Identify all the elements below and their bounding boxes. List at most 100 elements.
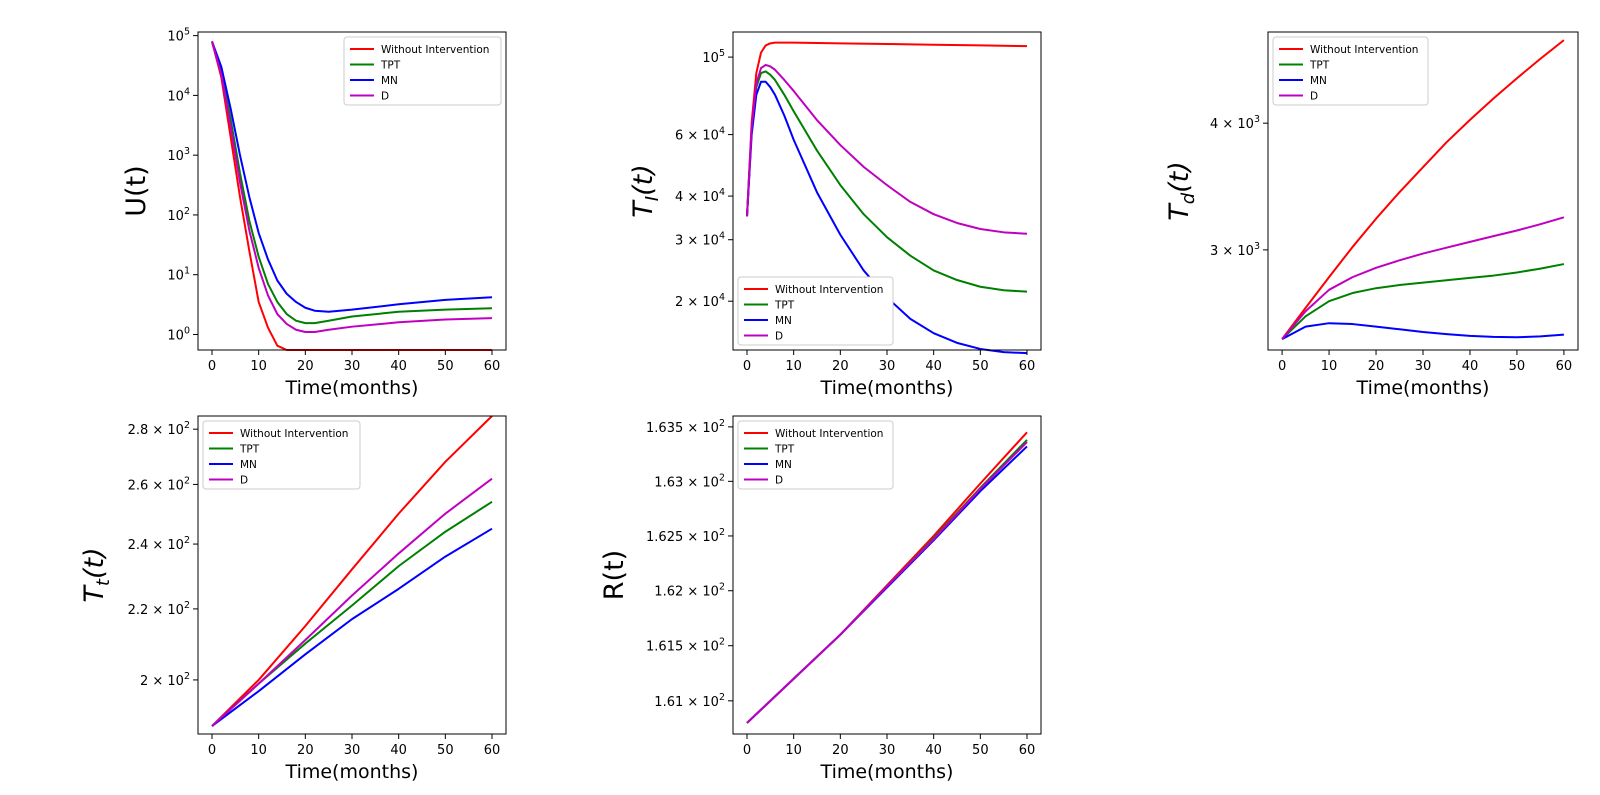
x-tick-label: 50 (437, 743, 454, 758)
legend: Without Intervention TPT MN D (202, 420, 361, 490)
y-tick-exponent: 2 (719, 472, 725, 483)
y-axis-label-main: R(t) (599, 550, 630, 600)
series-line-tpt (1281, 263, 1565, 340)
y-axis-label-tail: (t) (79, 547, 110, 579)
legend-label: Without Intervention (775, 284, 883, 296)
y-tick-exponent: 2 (184, 600, 190, 611)
legend-label: TPT (1309, 60, 1330, 72)
y-tick-label: 100 (167, 325, 190, 343)
x-tick-label: 50 (972, 743, 989, 758)
x-tick-label: 10 (1321, 359, 1338, 374)
series-group (746, 431, 1028, 724)
y-tick-label: 102 (167, 206, 190, 224)
y-tick-label: 1.62 × 102 (654, 582, 725, 600)
y-tick-exponent: 4 (184, 86, 190, 97)
series-line-without-intervention (1281, 39, 1565, 340)
y-tick-label: 2 × 104 (675, 292, 725, 310)
legend-box (737, 276, 894, 346)
x-tick-label: 60 (1019, 359, 1036, 374)
y-tick-label: 4 × 104 (675, 187, 725, 205)
x-tick-label: 30 (344, 359, 361, 374)
y-axis-label: Td(t) (1164, 161, 1199, 221)
y-tick-label: 1.625 × 102 (646, 527, 725, 545)
y-tick-label: 3 × 104 (675, 231, 725, 249)
legend-label: D (1310, 91, 1318, 103)
legend: Without Intervention TPT MN D (737, 420, 894, 490)
legend-label: Without Intervention (775, 428, 883, 440)
x-axis-label: Time(months) (820, 761, 954, 783)
y-tick-base: 10 (167, 209, 184, 224)
legend-label: TPT (774, 444, 795, 456)
x-tick-label: 20 (297, 359, 314, 374)
series-line-mn (211, 41, 493, 313)
series-line-tpt (211, 500, 493, 727)
series-group (1281, 39, 1565, 340)
y-tick-exponent: 0 (184, 325, 190, 336)
y-tick-exponent: 2 (719, 637, 725, 648)
y-tick-exponent: 2 (184, 206, 190, 217)
y-tick-label: 2.4 × 102 (128, 535, 190, 553)
y-tick-exponent: 2 (184, 475, 190, 486)
y-tick-exponent: 2 (184, 420, 190, 431)
y-tick-label: 3 × 103 (1210, 241, 1260, 259)
y-axis-label-main: T (1164, 202, 1195, 221)
series-line-mn (1281, 322, 1564, 340)
series-line-d (211, 41, 493, 334)
series-line-mn (746, 80, 1028, 355)
x-tick-label: 50 (437, 359, 454, 374)
legend-label: MN (240, 459, 257, 471)
x-tick-label: 10 (250, 743, 267, 758)
legend-label: D (775, 475, 783, 487)
legend-label: D (240, 475, 248, 487)
x-tick-label: 0 (743, 359, 751, 374)
y-axis-label: U(t) (121, 165, 152, 216)
x-tick-label: 50 (1509, 359, 1526, 374)
y-axis-label-tail: (t) (1164, 161, 1195, 193)
legend-label: MN (775, 315, 792, 327)
legend-box (737, 420, 894, 490)
y-tick-base: 1.62 × 10 (654, 585, 719, 600)
x-tick-label: 20 (1368, 359, 1385, 374)
y-tick-exponent: 2 (184, 535, 190, 546)
y-axis-label-main: T (79, 584, 110, 603)
legend-box (1272, 36, 1429, 106)
y-tick-exponent: 5 (184, 27, 190, 38)
y-tick-exponent: 1 (184, 266, 190, 277)
x-tick-label: 60 (484, 359, 501, 374)
series-line-mn (211, 527, 493, 727)
x-tick-label: 20 (297, 743, 314, 758)
y-tick-base: 4 × 10 (1210, 117, 1254, 132)
series-line-d (211, 477, 493, 727)
series-group (746, 41, 1028, 355)
x-tick-label: 30 (879, 359, 896, 374)
y-tick-label: 105 (702, 48, 725, 66)
y-tick-base: 10 (167, 89, 184, 104)
y-tick-base: 2.8 × 10 (128, 423, 184, 438)
x-tick-label: 60 (1019, 743, 1036, 758)
x-tick-label: 40 (1462, 359, 1479, 374)
series-line-d (1281, 216, 1565, 340)
y-tick-exponent: 5 (719, 48, 725, 59)
series-line-without-intervention (746, 41, 1028, 217)
y-tick-label: 1.615 × 102 (646, 637, 725, 655)
series-line-tpt (211, 41, 493, 325)
series-line-d (746, 441, 1028, 724)
y-tick-label: 2.8 × 102 (128, 420, 190, 438)
legend-label: Without Intervention (1310, 44, 1418, 56)
y-tick-label: 2.6 × 102 (128, 475, 190, 493)
y-tick-label: 1.635 × 102 (646, 418, 725, 436)
x-axis-label: Time(months) (285, 761, 419, 783)
legend-label: MN (1310, 75, 1327, 87)
y-tick-base: 1.61 × 10 (654, 695, 719, 710)
x-tick-label: 0 (1278, 359, 1286, 374)
y-tick-base: 2.2 × 10 (128, 603, 184, 618)
y-tick-label: 1.63 × 102 (654, 472, 725, 490)
y-tick-base: 1.615 × 10 (646, 640, 719, 655)
y-tick-base: 10 (167, 149, 184, 164)
y-tick-exponent: 2 (719, 692, 725, 703)
legend-label: MN (775, 459, 792, 471)
x-tick-label: 10 (785, 359, 802, 374)
